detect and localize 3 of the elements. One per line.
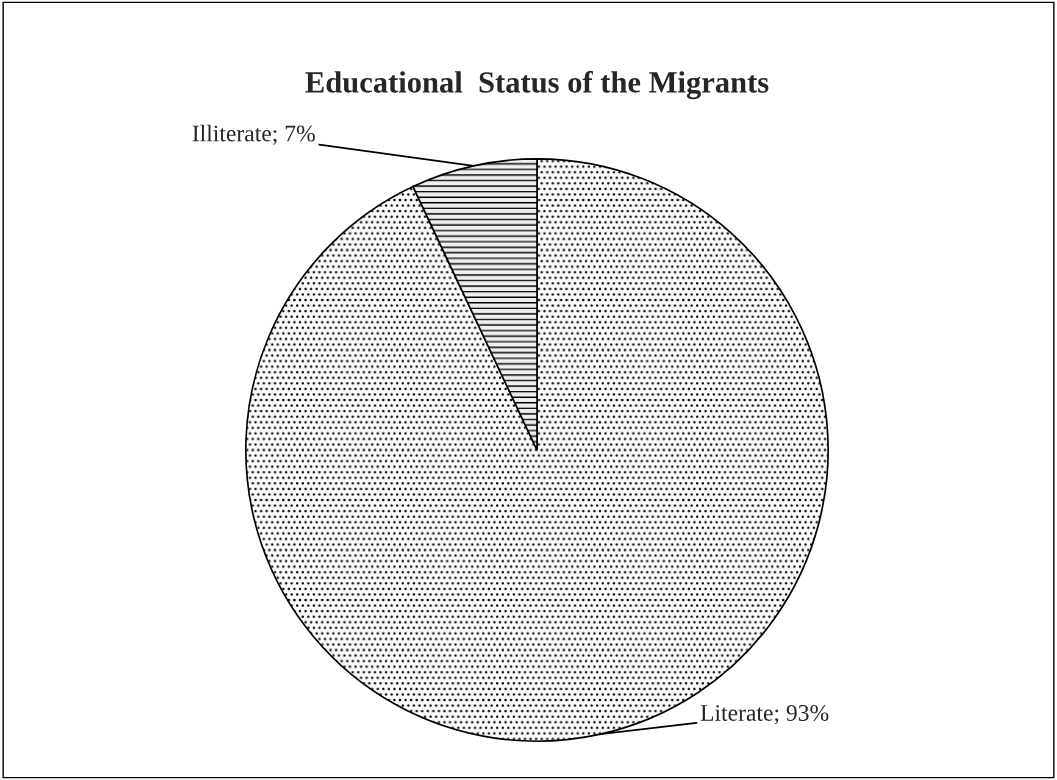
slice-label: Illiterate; 7% [192, 124, 315, 145]
slice-label: Literate; 93% [700, 704, 829, 725]
chart-title: Educational Status of the Migrants [305, 70, 769, 100]
